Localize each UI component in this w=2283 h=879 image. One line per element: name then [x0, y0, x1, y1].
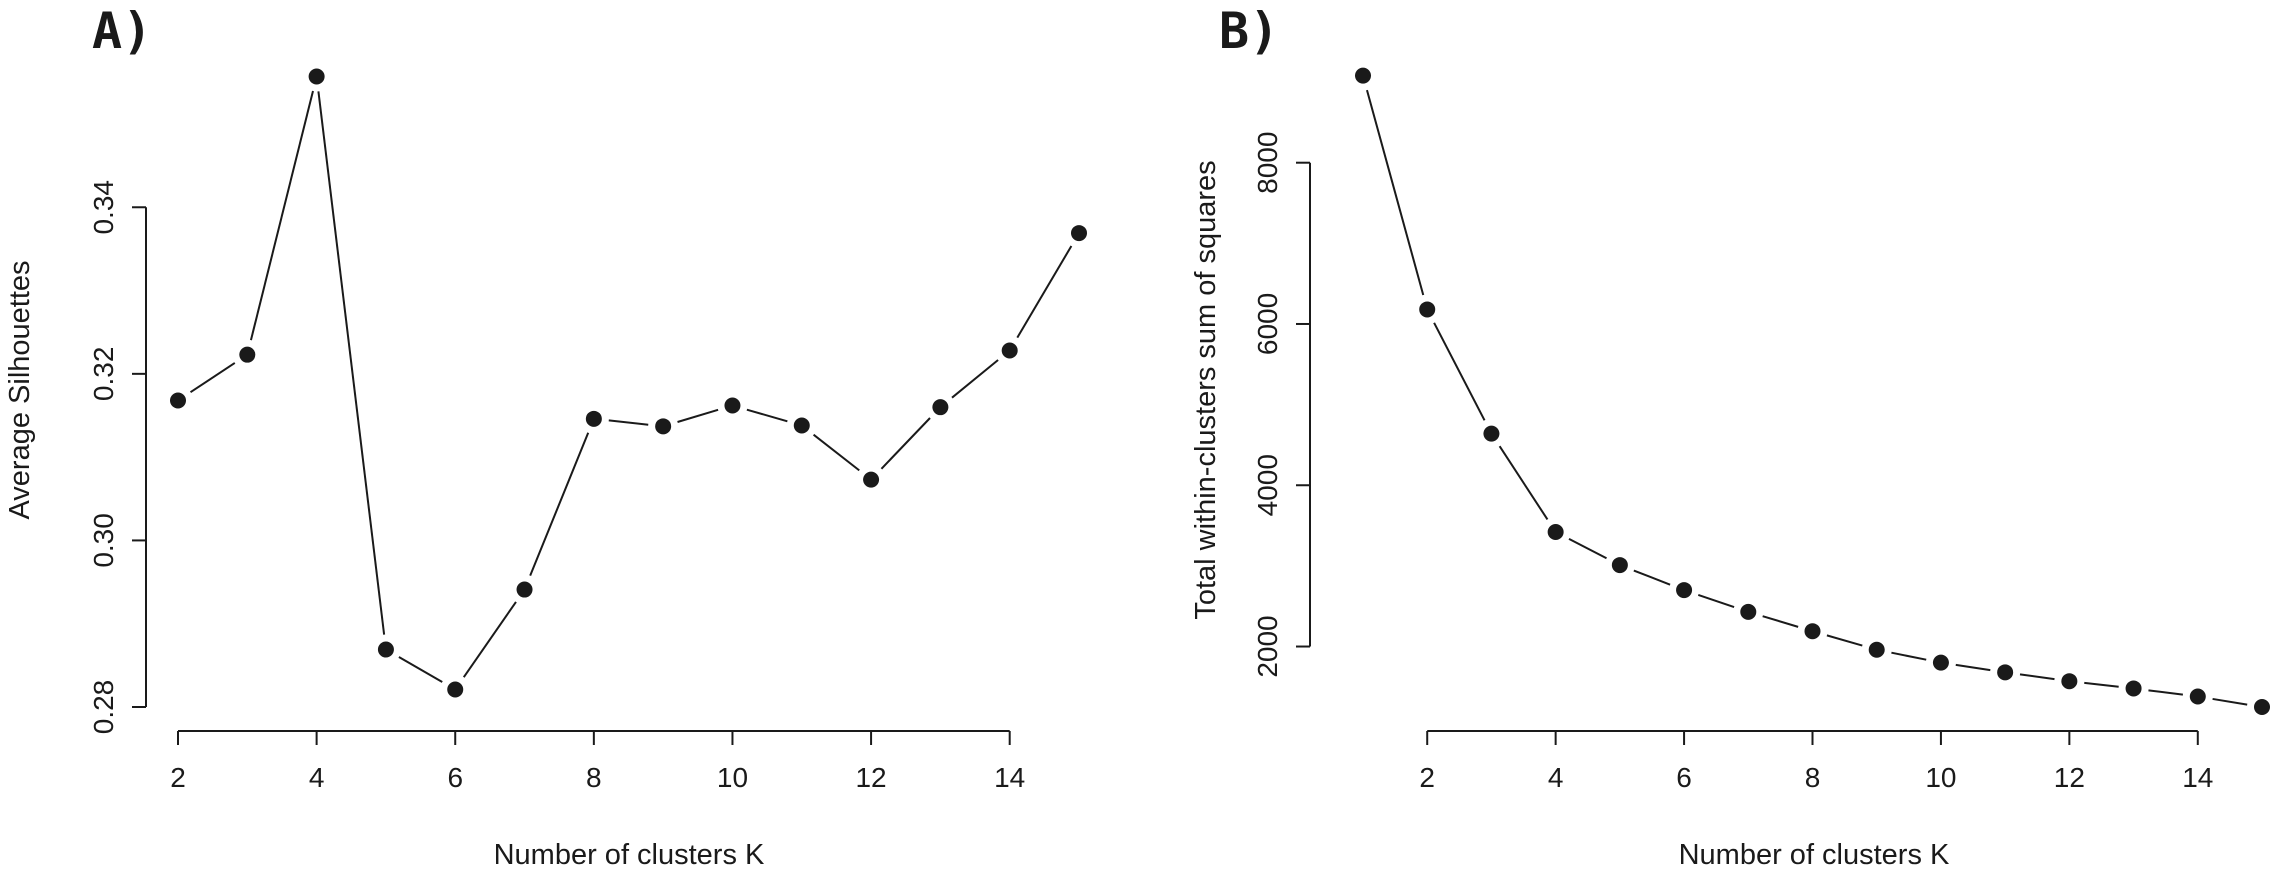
panel-a-line-segment	[1016, 245, 1073, 339]
panel-b-line-segment	[1891, 651, 1927, 661]
panel-a-data-point	[516, 581, 533, 598]
panel-a-line-segment	[812, 433, 860, 472]
panel-a-x-axis: 2 4 6 8 10 12 14	[170, 730, 1025, 793]
panel-b-data-point	[2061, 673, 2078, 690]
panel-b-data-point	[1997, 664, 2014, 681]
panel-b-x-tick-label: 2	[1419, 762, 1435, 793]
panel-a-x-axis-title: Number of clusters K	[494, 839, 765, 871]
panel-a-line-segment	[249, 90, 314, 341]
panel-a-line-segment	[880, 417, 931, 470]
panel-a-line-segment	[746, 408, 788, 423]
panel-a-data-point	[932, 399, 949, 416]
panel-a-x-tick-label: 6	[447, 762, 463, 793]
panel-b-line-segment	[1366, 89, 1425, 296]
panel-b-line-segment	[1826, 634, 1863, 647]
panel-b-data-point	[1355, 67, 1371, 84]
panel-a-x-tick-label: 2	[170, 762, 186, 793]
panel-a-data-point	[170, 392, 186, 409]
panel-a-line-segment	[398, 656, 443, 683]
panel-a-line-segment	[951, 359, 999, 399]
panel-a-data-point	[655, 418, 672, 435]
panel-b-x-tick-label: 12	[2054, 762, 2085, 793]
panel-a-y-axis: 0.28 0.30 0.32 0.34	[88, 180, 147, 735]
panel-b-line-segment	[2148, 689, 2184, 696]
panel-b-x-axis-title: Number of clusters K	[1679, 839, 1950, 871]
panel-b-data-point	[2125, 680, 2142, 697]
panel-b-data-point	[1932, 654, 1949, 671]
panel-b-data-point	[1483, 425, 1500, 442]
panel-a-label: A)	[92, 2, 152, 60]
panel-b-line-segment	[2212, 697, 2248, 706]
panel-b-line-segment	[2084, 681, 2119, 688]
panel-a-y-tick-label: 0.28	[88, 680, 119, 735]
panel-a-data-point	[724, 397, 741, 414]
panel-b-y-tick-label: 8000	[1252, 132, 1283, 194]
panel-a-line-segment	[529, 432, 590, 577]
panel-b-data-point	[1804, 623, 1821, 640]
panel-a-data-point	[793, 417, 810, 434]
panel-b-data-point	[1611, 557, 1628, 574]
panel-b-data-point	[1547, 524, 1564, 541]
panel-a-line-segment	[608, 419, 649, 426]
panel-b-line-segment	[1633, 569, 1671, 586]
panel-b-data-point	[1676, 582, 1693, 599]
panel-b-line-segment	[1433, 322, 1486, 421]
panel-b-data-point	[2254, 699, 2270, 715]
panel-b-x-axis: 2 4 6 8 10 12 14	[1419, 730, 2213, 793]
panel-a-data-point	[585, 410, 602, 427]
panel-b-line-segment	[1697, 593, 1735, 608]
panel-b-x-tick-label: 6	[1676, 762, 1692, 793]
panel-a-data-point	[308, 68, 325, 85]
panel-a-line-segment	[317, 91, 386, 635]
panel-a-data-point	[377, 641, 394, 658]
panel-a-data-point	[1071, 225, 1087, 242]
panel-b-x-tick-label: 4	[1548, 762, 1564, 793]
panel-a-x-tick-label: 10	[717, 762, 748, 793]
panel-a-silhouette-chart: A) 0.28 0.30 0.32 0.34 2 4 6 8 10 12 14 Number of…	[4, 2, 1087, 871]
panel-a-x-tick-label: 14	[994, 762, 1025, 793]
panel-a-x-tick-label: 8	[586, 762, 602, 793]
panel-b-x-tick-label: 8	[1805, 762, 1821, 793]
panel-a-data-point	[863, 471, 880, 488]
panel-b-x-tick-label: 10	[1925, 762, 1956, 793]
panel-a-line-segment	[462, 601, 517, 678]
panel-b-y-axis: 2000 4000 6000 8000	[1252, 132, 1311, 678]
panel-b-line-segment	[2019, 673, 2055, 681]
panel-b-plot-area	[1355, 67, 2270, 715]
panel-b-data-point	[2189, 688, 2206, 705]
panel-b-line-segment	[1955, 663, 1991, 672]
panel-a-x-tick-label: 12	[855, 762, 886, 793]
panel-a-line-segment	[677, 408, 719, 423]
panel-a-y-axis-title: Average Silhouettes	[4, 260, 36, 519]
panel-b-data-point	[1740, 603, 1757, 620]
panel-b-data-point	[1419, 301, 1436, 318]
panel-b-line-segment	[1498, 445, 1549, 521]
panel-b-y-tick-label: 6000	[1252, 293, 1283, 355]
panel-a-y-tick-label: 0.32	[88, 347, 119, 402]
panel-a-data-point	[447, 681, 464, 698]
panel-a-data-point	[239, 346, 256, 363]
panel-b-line-segment	[1568, 537, 1607, 560]
panel-a-data-point	[1001, 342, 1018, 359]
panel-a-y-tick-label: 0.30	[88, 513, 119, 568]
panel-b-x-tick-label: 14	[2182, 762, 2213, 793]
panel-a-line-segment	[189, 362, 236, 394]
panel-a-y-tick-label: 0.34	[88, 180, 119, 235]
panel-b-wss-chart: B) 2000 4000 6000 8000 2 4 6 8 10 12 14 Number of…	[1190, 2, 2270, 871]
panel-b-line-segment	[1762, 615, 1799, 628]
panel-b-label: B)	[1219, 2, 1279, 60]
panel-b-y-axis-title: Total within-clusters sum of squares	[1190, 160, 1222, 619]
panel-a-plot-area	[170, 68, 1087, 698]
panel-b-y-tick-label: 4000	[1252, 454, 1283, 516]
panel-a-x-tick-label: 4	[309, 762, 325, 793]
panel-b-y-tick-label: 2000	[1252, 615, 1283, 677]
panel-b-data-point	[1868, 641, 1885, 658]
